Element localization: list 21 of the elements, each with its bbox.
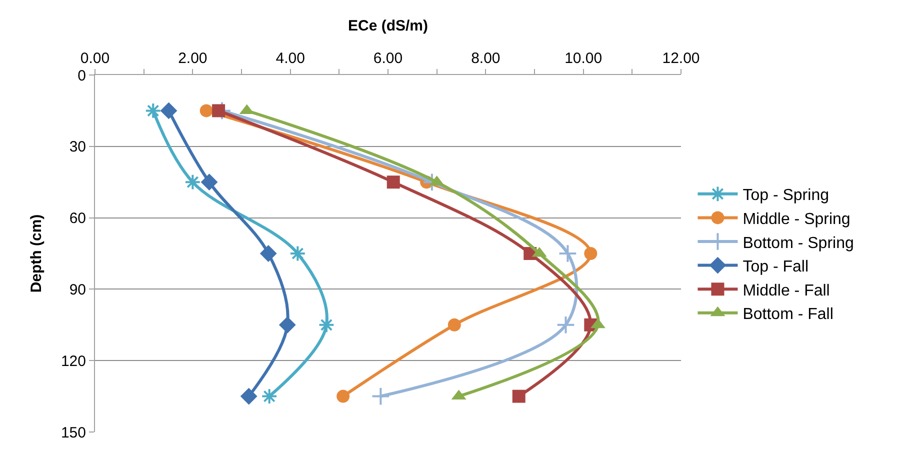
y-tick-label: 0 [78, 67, 86, 84]
x-tick-label: 0.00 [80, 50, 110, 67]
y-tick-label: 90 [69, 281, 86, 298]
y-tick-label: 30 [69, 138, 86, 156]
legend-label: Bottom - Spring [742, 234, 854, 252]
legend-label: Middle - Spring [742, 210, 850, 228]
x-tick-label: 6.00 [373, 50, 403, 67]
y-axis-title: Depth (cm) [28, 214, 46, 293]
y-tick-label: 150 [60, 424, 86, 442]
x-tick-label: 8.00 [471, 50, 500, 67]
legend-label: Top - Spring [742, 187, 829, 204]
y-tick-label: 120 [60, 352, 86, 370]
x-tick-label: 4.00 [276, 50, 305, 67]
y-tick-label: 60 [69, 210, 86, 228]
x-tick-label: 12.00 [662, 50, 700, 67]
legend-label: Top - Fall [742, 258, 809, 276]
legend-label: Bottom - Fall [742, 306, 834, 324]
x-axis-title: ECe (dS/m) [348, 17, 428, 34]
legend-label: Middle - Fall [742, 282, 830, 300]
x-tick-label: 10.00 [564, 50, 602, 67]
x-tick-label: 2.00 [178, 50, 208, 67]
